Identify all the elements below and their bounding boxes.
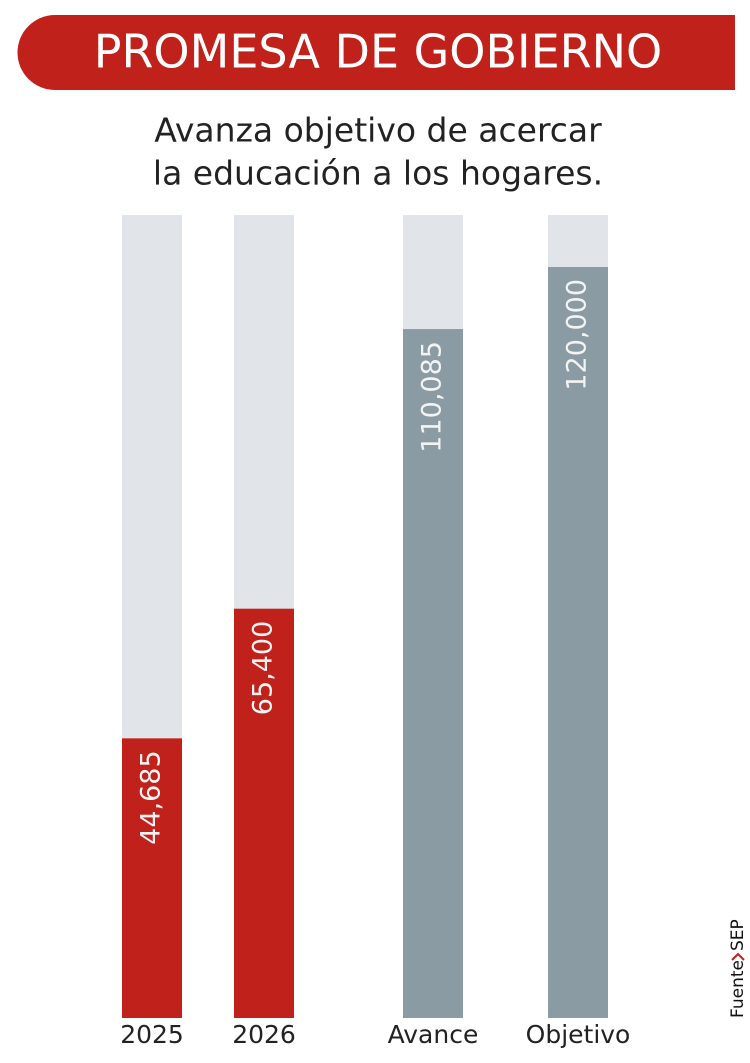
bar	[234, 608, 294, 1018]
bar	[548, 267, 608, 1018]
x-tick-label: 2025	[120, 1020, 184, 1049]
value-label: 65,400	[248, 621, 279, 715]
source-label: Fuente	[728, 960, 748, 1018]
x-tick-label: Objetivo	[526, 1020, 631, 1049]
x-tick-label: 2026	[232, 1020, 296, 1049]
subtitle: Avanza objetivo de acercar	[154, 111, 602, 150]
bar	[122, 738, 182, 1018]
value-label: 110,085	[417, 341, 448, 453]
chart-title: PROMESA DE GOBIERNO	[94, 25, 663, 79]
source-arrow	[731, 952, 745, 961]
x-tick-label: Avance	[388, 1020, 479, 1049]
subtitle: la educación a los hogares.	[153, 154, 603, 193]
source-name: SEP	[728, 919, 748, 951]
title-banner	[17, 15, 736, 90]
bar	[403, 329, 463, 1018]
value-label: 44,685	[136, 750, 167, 844]
value-label: 120,000	[562, 279, 593, 391]
source-note: Fuente SEP	[728, 919, 748, 1018]
